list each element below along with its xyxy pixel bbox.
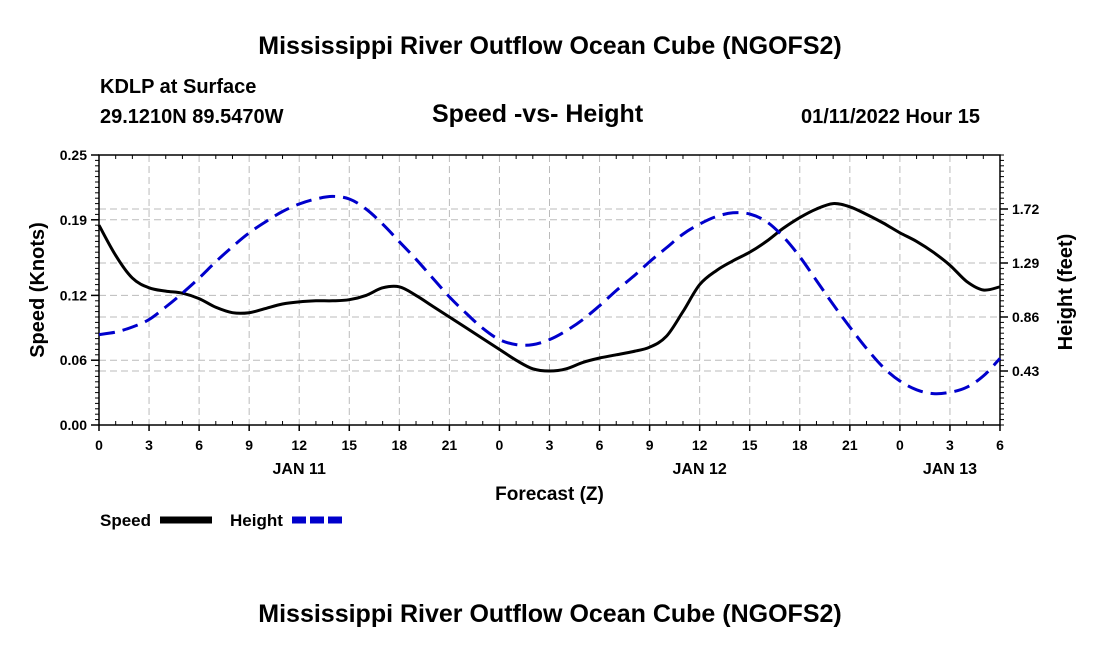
date-label: JAN 12 [673,461,727,478]
x-tick-label: 0 [496,437,504,453]
x-tick-label: 15 [341,437,357,453]
y-tick-label: 0.19 [60,212,87,228]
station-coords: 29.1210N 89.5470W [100,106,284,128]
legend-label-height: Height [230,511,283,530]
y-tick-label: 0.25 [60,147,87,163]
x-tick-label: 0 [95,437,103,453]
x-tick-label: 6 [596,437,604,453]
x-tick-label: 6 [996,437,1004,453]
chart-subtitle: Speed -vs- Height [432,100,644,128]
date-label: JAN 11 [273,461,326,478]
y-tick-label: 0.00 [60,417,87,433]
y2-tick-label: 1.72 [1012,201,1039,217]
x-tick-label: 6 [195,437,203,453]
chart-title: Mississippi River Outflow Ocean Cube (NG… [258,32,842,60]
x-tick-label: 18 [792,437,808,453]
station-label: KDLP at Surface [100,76,257,98]
x-tick-label: 3 [546,437,554,453]
forecast-datetime: 01/11/2022 Hour 15 [801,106,981,128]
x-tick-label: 12 [291,437,307,453]
y-tick-label: 0.12 [60,287,87,303]
y2-tick-label: 0.86 [1012,309,1039,325]
x-tick-label: 18 [392,437,408,453]
footer-title: Mississippi River Outflow Ocean Cube (NG… [258,600,842,628]
y-tick-label: 0.06 [60,352,87,368]
y2-axis-title: Height (feet) [1055,234,1077,351]
x-tick-label: 9 [245,437,253,453]
y2-tick-label: 1.29 [1012,255,1039,271]
x-tick-label: 21 [442,437,458,453]
series-line-speed [97,202,1001,373]
x-tick-label: 3 [145,437,153,453]
x-axis-title: Forecast (Z) [495,484,604,505]
x-tick-label: 15 [742,437,758,453]
x-tick-label: 3 [946,437,954,453]
date-label: JAN 13 [923,461,977,478]
x-tick-label: 21 [842,437,858,453]
y2-tick-label: 0.43 [1012,363,1039,379]
x-tick-label: 9 [646,437,654,453]
legend-label-speed: Speed [100,511,151,530]
x-tick-label: 12 [692,437,708,453]
y-axis-title: Speed (Knots) [27,222,49,358]
x-tick-label: 0 [896,437,904,453]
series-line-height [98,194,1002,396]
